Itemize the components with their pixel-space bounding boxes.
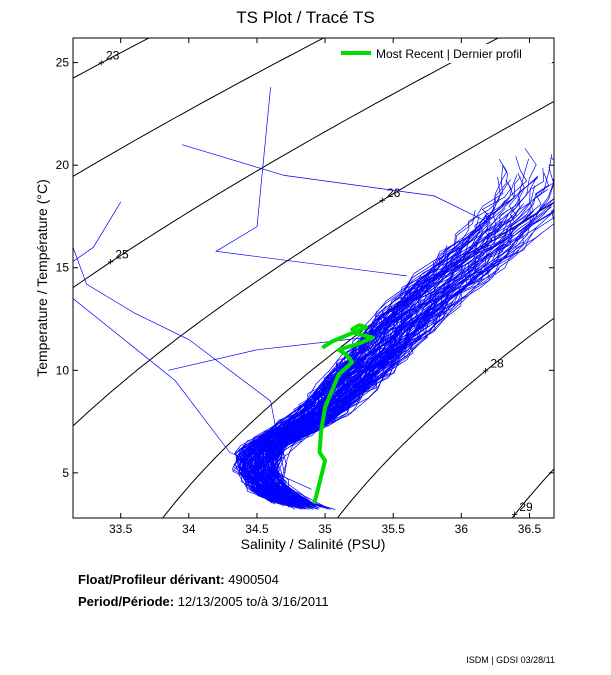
profile-line xyxy=(168,312,448,371)
density-contour-line xyxy=(73,38,325,177)
y-tick-label: 5 xyxy=(62,466,69,480)
density-contour-line xyxy=(73,38,500,289)
footer-credit: ISDM | GDSI 03/28/11 xyxy=(466,655,555,665)
profile-line xyxy=(73,298,312,490)
contour-plus-mark: + xyxy=(379,195,385,207)
profile-line xyxy=(73,201,121,262)
contour-plus-mark: + xyxy=(482,365,488,377)
contour-plus-mark: + xyxy=(511,509,517,521)
profile-line xyxy=(238,282,429,503)
x-axis-ticks: 33.5 34 34.5 35 35.5 36 36.5 xyxy=(109,38,541,536)
y-tick-label: 25 xyxy=(56,56,70,70)
period-label: Period/Période: xyxy=(78,594,175,609)
y-tick-label: 10 xyxy=(56,363,70,377)
most-recent-profile-line xyxy=(312,323,375,505)
x-tick-label: 34 xyxy=(182,522,196,536)
x-tick-label: 35 xyxy=(318,522,332,536)
x-axis-label: Salinity / Salinité (PSU) xyxy=(241,536,386,552)
density-contour-line xyxy=(0,0,128,575)
profile-line xyxy=(251,335,381,499)
profile-line xyxy=(181,144,489,223)
density-contour-line xyxy=(73,100,554,427)
chart-title: TS Plot / Tracé TS xyxy=(236,8,375,27)
float-label: Float/Profileur dérivant: xyxy=(78,572,225,587)
profile-line xyxy=(267,301,447,501)
density-contour-line xyxy=(511,468,554,518)
x-tick-label: 33.5 xyxy=(109,522,133,536)
density-contour-label: 28 xyxy=(490,356,504,370)
period-value: 12/13/2005 to/à 3/16/2011 xyxy=(177,594,329,609)
legend: Most Recent | Dernier profil xyxy=(333,44,552,63)
legend-box xyxy=(333,44,552,63)
profile-line xyxy=(277,362,402,505)
profile-line xyxy=(231,165,508,501)
contour-plus-mark: + xyxy=(107,257,113,269)
density-contours xyxy=(0,0,554,575)
profile-line xyxy=(253,260,475,509)
plot-frame xyxy=(72,37,555,519)
x-tick-label: 35.5 xyxy=(382,522,406,536)
density-contour-label: 23 xyxy=(106,49,120,63)
x-tick-label: 34.5 xyxy=(245,522,269,536)
profile-line xyxy=(215,87,407,277)
profile-line xyxy=(271,210,554,503)
x-tick-label: 36.5 xyxy=(518,522,542,536)
y-tick-label: 15 xyxy=(56,261,70,275)
y-tick-label: 20 xyxy=(56,158,70,172)
density-contour-line xyxy=(162,201,554,518)
profile-line xyxy=(264,296,440,508)
profile-line xyxy=(235,270,431,508)
y-axis-ticks: 5 10 15 20 25 xyxy=(56,56,554,480)
profile-series xyxy=(73,87,554,511)
profile-line xyxy=(263,338,400,502)
profile-line xyxy=(267,209,554,502)
density-contour-label: 26 xyxy=(387,186,401,200)
profile-line xyxy=(276,216,554,505)
profile-line xyxy=(73,247,285,473)
profile-line xyxy=(244,222,490,509)
contour-plus-mark: + xyxy=(98,58,104,70)
y-axis-label: Temperature / Température (°C) xyxy=(34,179,50,377)
density-contour-line xyxy=(336,317,554,518)
profile-line xyxy=(271,268,500,499)
profile-line xyxy=(263,172,549,505)
most-recent-series xyxy=(312,323,375,505)
float-value: 4900504 xyxy=(228,572,279,587)
period-info: Period/Période: 12/13/2005 to/à 3/16/201… xyxy=(78,594,329,609)
legend-label: Most Recent | Dernier profil xyxy=(376,47,522,61)
profile-line xyxy=(252,175,538,508)
profile-line xyxy=(241,199,506,504)
profile-line xyxy=(266,256,508,506)
density-contour-line xyxy=(73,38,150,79)
float-info: Float/Profileur dérivant: 4900504 xyxy=(78,572,279,587)
density-contour-label: 25 xyxy=(115,248,129,262)
profile-line xyxy=(268,203,546,503)
x-tick-label: 36 xyxy=(455,522,469,536)
density-contour-label: 29 xyxy=(519,500,533,514)
